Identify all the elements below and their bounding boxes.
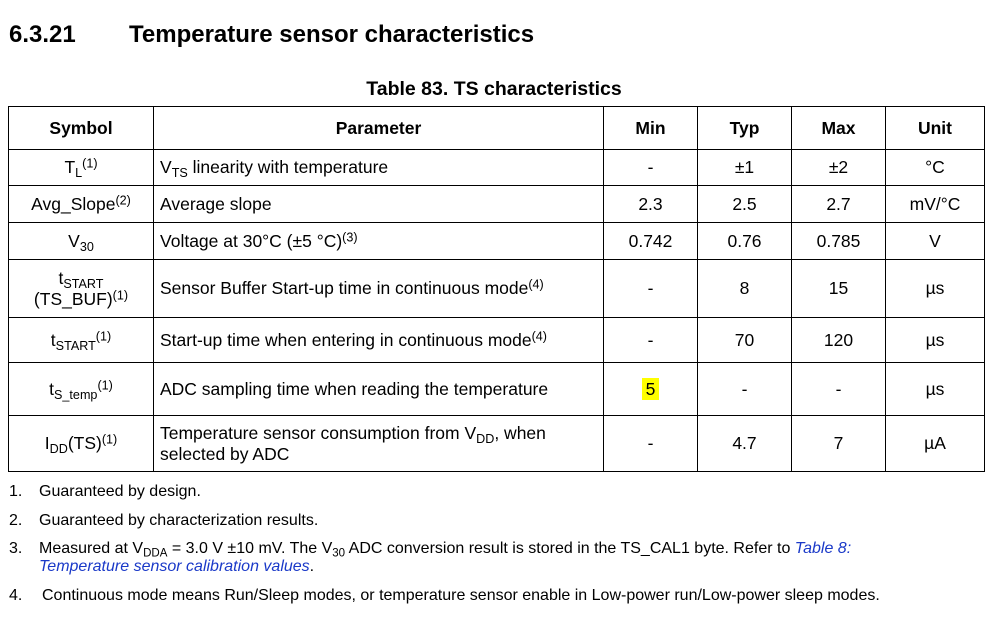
col-header-max: Max (791, 106, 886, 150)
typ-cell: 2.5 (697, 185, 792, 223)
typ-cell: 4.7 (697, 415, 792, 472)
table-row: Avg_Slope(2) Average slope 2.3 2.5 2.7 m… (8, 185, 985, 223)
table-row: TL(1) VTS linearity with temperature - ±… (8, 149, 985, 186)
max-cell: 120 (791, 317, 886, 363)
col-header-symbol: Symbol (8, 106, 154, 150)
unit-cell: µs (885, 317, 985, 363)
parameter-cell: Voltage at 30°C (±5 °C)(3) (153, 222, 604, 260)
table-row: tS_temp(1) ADC sampling time when readin… (8, 362, 985, 416)
col-header-parameter: Parameter (153, 106, 604, 150)
table-row: tSTART (TS_BUF)(1) Sensor Buffer Start-up… (8, 259, 985, 318)
min-cell: - (603, 259, 698, 318)
parameter-cell: ADC sampling time when reading the tempe… (153, 362, 604, 416)
parameter-cell: Sensor Buffer Start-up time in continuou… (153, 259, 604, 318)
typ-cell: 0.76 (697, 222, 792, 260)
unit-cell: mV/°C (885, 185, 985, 223)
section-number: 6.3.21 (9, 21, 76, 48)
table-row: V30 Voltage at 30°C (±5 °C)(3) 0.742 0.7… (8, 222, 985, 260)
typ-cell: ±1 (697, 149, 792, 186)
table-row: IDD(TS)(1) Temperature sensor consumptio… (8, 415, 985, 472)
symbol-cell: V30 (8, 222, 154, 260)
unit-cell: µs (885, 362, 985, 416)
unit-cell: °C (885, 149, 985, 186)
ts-characteristics-table: Symbol Parameter Min Typ Max Unit TL(1) … (8, 106, 985, 472)
typ-cell: 70 (697, 317, 792, 363)
col-header-unit: Unit (885, 106, 985, 150)
max-cell: 0.785 (791, 222, 886, 260)
symbol-cell: TL(1) (8, 149, 154, 186)
max-cell: 15 (791, 259, 886, 318)
symbol-cell: tSTART(1) (8, 317, 154, 363)
min-cell: - (603, 149, 698, 186)
symbol-cell: IDD(TS)(1) (8, 415, 154, 472)
max-cell: 7 (791, 415, 886, 472)
table-row: tSTART(1) Start-up time when entering in… (8, 317, 985, 363)
col-header-typ: Typ (697, 106, 792, 150)
parameter-cell: Start-up time when entering in continuou… (153, 317, 604, 363)
min-cell: 5 (603, 362, 698, 416)
section-title: Temperature sensor characteristics (129, 21, 535, 48)
symbol-cell: Avg_Slope(2) (8, 185, 154, 223)
min-cell: 2.3 (603, 185, 698, 223)
symbol-cell: tSTART (TS_BUF)(1) (8, 259, 154, 318)
unit-cell: µA (885, 415, 985, 472)
col-header-min: Min (603, 106, 698, 150)
min-cell: - (603, 317, 698, 363)
parameter-cell: VTS linearity with temperature (153, 149, 604, 186)
unit-cell: µs (885, 259, 985, 318)
symbol-cell: tS_temp(1) (8, 362, 154, 416)
parameter-cell: Temperature sensor consumption from VDD,… (153, 415, 604, 472)
table-header-row: Symbol Parameter Min Typ Max Unit (8, 106, 985, 150)
max-cell: - (791, 362, 886, 416)
highlighted-value: 5 (641, 377, 660, 400)
min-cell: - (603, 415, 698, 472)
parameter-cell: Average slope (153, 185, 604, 223)
typ-cell: - (697, 362, 792, 416)
unit-cell: V (885, 222, 985, 260)
min-cell: 0.742 (603, 222, 698, 260)
typ-cell: 8 (697, 259, 792, 318)
table-8-link[interactable]: Table 8: Temperature sensor calibration v… (39, 540, 852, 575)
max-cell: 2.7 (791, 185, 886, 223)
table-caption: Table 83. TS characteristics (366, 78, 622, 100)
max-cell: ±2 (791, 149, 886, 186)
section-heading: 6.3.21 Temperature sensor characteristics (9, 21, 534, 49)
